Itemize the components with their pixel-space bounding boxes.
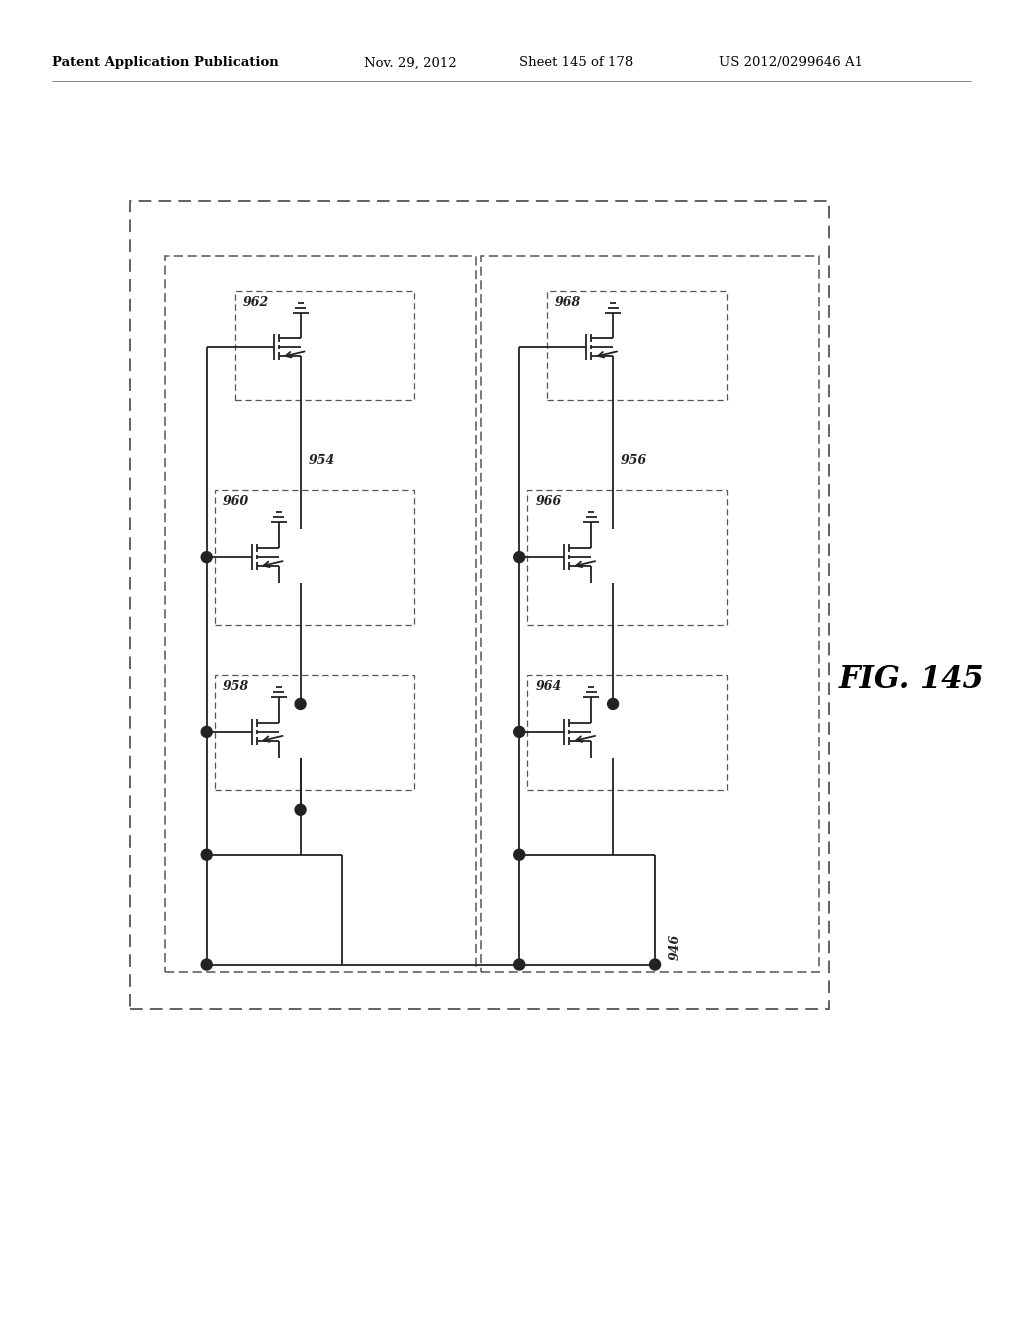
Text: 960: 960 bbox=[222, 495, 249, 508]
Circle shape bbox=[514, 960, 524, 970]
Text: 968: 968 bbox=[555, 296, 582, 309]
Circle shape bbox=[295, 804, 306, 816]
Circle shape bbox=[649, 960, 660, 970]
Text: 954: 954 bbox=[308, 454, 335, 467]
Circle shape bbox=[201, 960, 212, 970]
Text: Sheet 145 of 178: Sheet 145 of 178 bbox=[519, 57, 634, 70]
Circle shape bbox=[514, 552, 524, 562]
Circle shape bbox=[201, 552, 212, 562]
Text: 958: 958 bbox=[222, 680, 249, 693]
Bar bbox=[130, 201, 828, 1010]
Circle shape bbox=[514, 726, 524, 738]
Bar bbox=[234, 290, 415, 400]
Text: Patent Application Publication: Patent Application Publication bbox=[52, 57, 279, 70]
Circle shape bbox=[201, 849, 212, 861]
Bar bbox=[547, 290, 727, 400]
Bar bbox=[481, 256, 819, 972]
Text: 956: 956 bbox=[622, 454, 647, 467]
Bar bbox=[215, 675, 415, 789]
Bar bbox=[527, 675, 727, 789]
Text: 966: 966 bbox=[536, 495, 561, 508]
Bar bbox=[527, 490, 727, 626]
Circle shape bbox=[514, 849, 524, 861]
Text: US 2012/0299646 A1: US 2012/0299646 A1 bbox=[719, 57, 863, 70]
Text: FIG. 145: FIG. 145 bbox=[839, 664, 984, 696]
Text: Nov. 29, 2012: Nov. 29, 2012 bbox=[365, 57, 457, 70]
Bar bbox=[165, 256, 476, 972]
Text: 964: 964 bbox=[536, 680, 561, 693]
Circle shape bbox=[201, 726, 212, 738]
Circle shape bbox=[607, 698, 618, 709]
Text: 946: 946 bbox=[669, 933, 682, 960]
Circle shape bbox=[295, 698, 306, 709]
Text: 962: 962 bbox=[243, 296, 269, 309]
Bar bbox=[215, 490, 415, 626]
